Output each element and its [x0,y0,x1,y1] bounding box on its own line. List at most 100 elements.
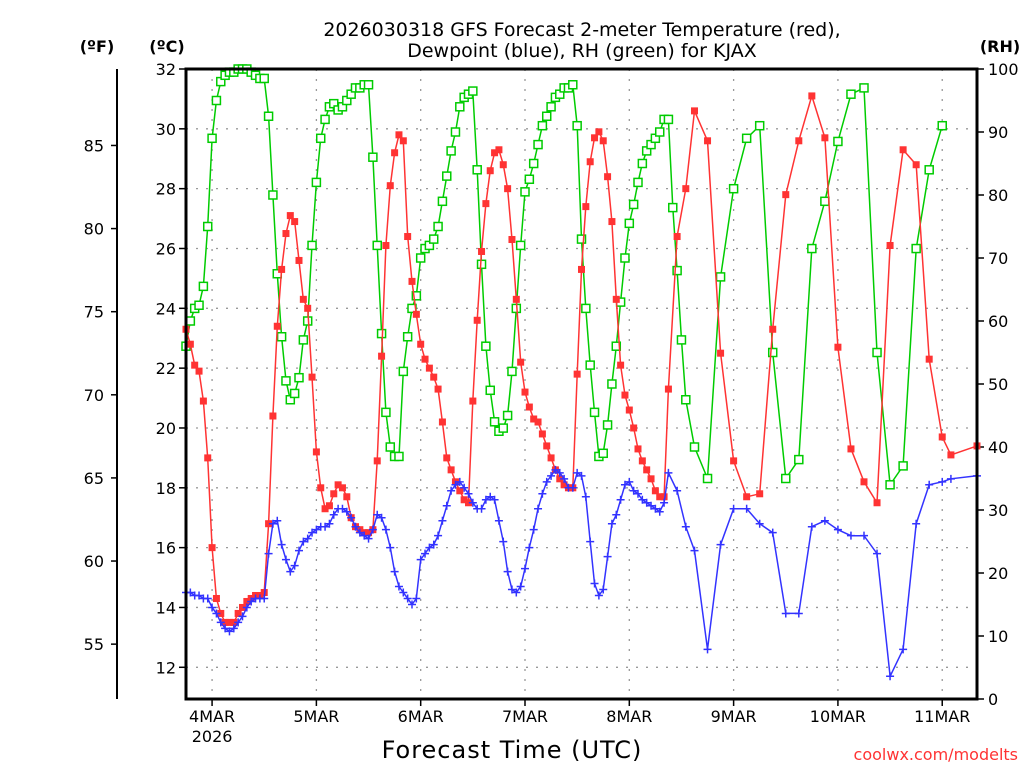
dewpoint-point [338,504,347,513]
rh-point [715,272,726,282]
temperature-point [586,158,594,166]
rh-point [846,89,856,99]
temperature-point [795,137,803,145]
rh-point [198,281,209,292]
dewpoint-point [616,495,625,504]
dewpoint-point [490,495,499,504]
temperature-point [847,445,855,453]
series-line-temperature [185,93,978,624]
temperature-point [378,352,386,360]
rh-point [898,461,908,471]
dewpoint-point [873,549,882,558]
dewpoint-point [408,600,416,609]
dewpoint-point [234,618,243,627]
rh-point [663,114,674,125]
dewpoint-point [647,501,656,510]
series-layer [181,64,981,681]
rh-point [415,253,426,263]
dewpoint-point [412,594,421,603]
dewpoint-point [651,504,660,513]
temperature-point [769,325,777,333]
dewpoint-point [742,504,751,513]
rh-point [637,158,648,169]
rh-point [781,473,791,484]
celsius-tick-label: 24 [156,299,176,318]
rh-point [585,360,595,370]
rh-point [807,243,817,254]
rh-point [872,347,882,358]
rh-point [528,158,539,169]
temperature-point [534,418,542,426]
dewpoint-point [521,564,529,573]
rh-point [741,133,752,144]
celsius-tick-label: 14 [156,598,176,617]
temperature-point [208,544,216,552]
dewpoint-point [573,468,582,477]
dewpoint-point [642,498,651,507]
temperature-point [860,478,868,486]
rh-point [654,127,665,137]
dewpoint-point [768,528,777,537]
temperature-point [286,212,294,220]
fahrenheit-tick-label: 70 [84,386,104,405]
rh-point [937,120,947,131]
dewpoint-point [247,597,256,606]
temperature-point [265,520,273,528]
dewpoint-point [290,561,299,570]
rh-point [450,127,461,137]
temperature-point [299,295,307,303]
rh-point [859,83,869,93]
rh-point [411,291,422,301]
temperature-point [912,161,920,169]
dewpoint-point [368,525,377,534]
x-tick-label: 6MAR [398,707,444,726]
rh-point [294,372,304,383]
temperature-point [656,493,664,501]
temperature-point [591,134,599,142]
dewpoint-point [516,582,525,591]
rh-point [381,407,391,418]
rh-point [620,253,630,263]
temperature-point [556,475,564,483]
dewpoint-point [281,555,290,564]
dewpoint-point [781,609,790,618]
rh-point [485,385,495,396]
dewpoint-point [321,522,330,531]
dewpoint-point [820,516,829,525]
temperature-point [491,149,499,157]
dewpoint-point [886,672,895,681]
rh-point [368,152,378,162]
dewpoint-point [512,588,521,597]
dewpoint-point [216,618,225,627]
rh-tick-label: 20 [988,564,1008,583]
dewpoint-point [373,510,382,519]
dewpoint-point [681,522,690,531]
temperature-point [682,185,690,193]
temperature-point [717,349,725,357]
rh-point [437,196,448,207]
temperature-point [438,418,446,426]
temperature-point [382,241,390,249]
rh-point [602,420,613,430]
fahrenheit-tick-label: 80 [84,220,104,239]
temperature-point [482,200,490,208]
dewpoint-point [460,483,469,492]
dewpoint-point [664,468,673,477]
temperature-point [338,484,346,492]
celsius-tick-label: 30 [156,120,176,139]
rh-point [320,114,330,125]
dewpoint-point [594,591,603,600]
plot-frame [184,67,979,701]
chart-title-line-1: 2026030318 GFS Forecast 2-meter Temperat… [323,19,840,41]
dewpoint-point [690,546,699,555]
dewpoint-point [946,474,955,483]
temperature-point [743,493,751,501]
rh-point [546,102,556,112]
rh-point [472,165,482,175]
celsius-tick-label: 28 [156,180,176,199]
temperature-point [886,241,894,249]
rh-point [398,366,409,377]
dewpoint-point [394,582,403,591]
dewpoint-point [673,486,682,495]
temperature-point [543,442,551,450]
